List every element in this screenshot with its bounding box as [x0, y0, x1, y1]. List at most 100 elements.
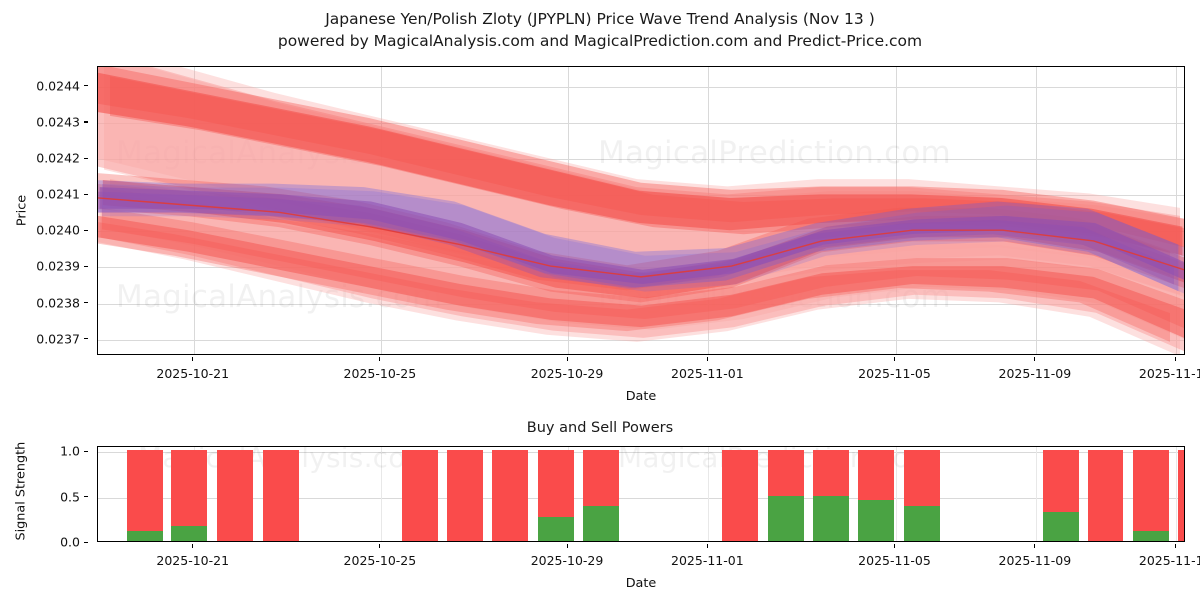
price-y-tick: 0.0237 — [36, 331, 80, 347]
signal-x-tick: 2025-10-25 — [343, 553, 417, 568]
signal-x-tickmark — [379, 544, 381, 548]
price-band-lower-red-band — [98, 215, 1184, 338]
signal-bar[interactable] — [582, 450, 619, 541]
signal-y-tickmark — [84, 496, 88, 498]
price-y-axis-label: Price — [14, 194, 30, 227]
signal-bar[interactable] — [767, 450, 804, 541]
signal-x-tickmark — [1174, 544, 1176, 548]
signal-bar[interactable] — [857, 450, 894, 541]
signal-x-tick: 2025-11-09 — [998, 553, 1072, 568]
gridline-horizontal — [98, 497, 1184, 499]
signal-y-tickmark — [84, 450, 88, 453]
price-x-tickmark — [1034, 357, 1036, 361]
price-x-tick: 2025-11-01 — [671, 366, 744, 381]
price-x-axis-label: Date — [625, 389, 657, 404]
gridline-vertical — [1176, 67, 1178, 354]
buy-power-segment — [582, 505, 619, 541]
signal-bar[interactable] — [446, 450, 483, 541]
price-band-mid-red-band-b — [98, 173, 1170, 291]
sell-power-segment — [1042, 450, 1079, 513]
buy-power-segment — [126, 531, 163, 541]
signal-x-tick: 2025-11-13 — [1138, 553, 1200, 568]
signal-bar[interactable] — [171, 450, 208, 541]
price-x-tick: 2025-10-25 — [343, 366, 417, 381]
signal-bar[interactable] — [538, 450, 574, 541]
signal-bar[interactable] — [126, 450, 163, 541]
price-y-tick: 0.0243 — [36, 114, 80, 130]
buy-power-segment — [857, 500, 894, 541]
gridline-horizontal — [98, 339, 1184, 341]
price-x-tick: 2025-11-09 — [998, 366, 1072, 381]
signal-bar[interactable] — [813, 450, 850, 541]
chart-title-block: Japanese Yen/Polish Zloty (JPYPLN) Price… — [0, 8, 1200, 52]
price-y-tickmark — [84, 338, 88, 340]
signal-panel-title: Buy and Sell Powers — [526, 420, 674, 436]
price-y-tickmark — [84, 193, 88, 195]
price-y-tickmark — [84, 85, 88, 87]
signal-y-axis-label: Signal Strength — [13, 441, 29, 541]
buy-power-segment — [767, 495, 804, 541]
price-y-tick: 0.0239 — [36, 258, 80, 274]
signal-x-tick: 2025-11-05 — [858, 553, 931, 568]
price-chart-plot-area: MagicalAnalysis.com MagicalPrediction.co… — [97, 66, 1185, 355]
gridline-horizontal — [98, 159, 1184, 161]
price-band-mid-red-band-a — [98, 72, 1183, 256]
buy-power-segment — [171, 525, 208, 541]
signal-bar[interactable] — [1177, 450, 1184, 541]
signal-chart-plot-area: MagicalAnalysis.com MagicalPrediction.co… — [97, 446, 1185, 542]
signal-bar[interactable] — [492, 450, 529, 541]
gridline-vertical — [1176, 447, 1178, 541]
price-x-tickmark — [192, 357, 194, 361]
sell-power-segment — [446, 450, 483, 541]
price-y-tickmark — [84, 302, 88, 304]
sell-power-segment — [857, 450, 894, 501]
price-x-tickmark — [894, 357, 896, 361]
price-y-tickmark — [84, 229, 88, 231]
signal-bar[interactable] — [217, 450, 254, 541]
buy-power-segment — [538, 516, 574, 541]
price-band-purple-core-band — [98, 191, 1174, 289]
sell-power-segment — [813, 450, 850, 496]
price-x-tick: 2025-11-13 — [1138, 366, 1200, 381]
signal-bar[interactable] — [1087, 450, 1124, 541]
price-x-tickmark — [379, 357, 381, 361]
signal-bar[interactable] — [1133, 450, 1170, 541]
price-y-tickmark — [84, 157, 88, 159]
price-x-tickmark — [706, 357, 708, 361]
signal-bar[interactable] — [1042, 450, 1079, 541]
price-x-tickmark — [566, 357, 568, 361]
signal-bar[interactable] — [903, 450, 940, 541]
signal-bar[interactable] — [721, 450, 758, 541]
signal-y-tick: 0.0 — [60, 534, 80, 550]
signal-y-tickmark — [84, 541, 88, 543]
page-subtitle: powered by MagicalAnalysis.com and Magic… — [277, 32, 923, 50]
price-wave-bands — [98, 67, 1184, 354]
price-band-lower-red-band — [102, 207, 1184, 329]
signal-x-tick: 2025-10-29 — [530, 553, 604, 568]
signal-bar[interactable] — [262, 450, 299, 541]
price-y-tick-labels: 0.0237 0.0238 0.0239 0.0240 0.0241 0.0242 0.02… — [0, 66, 92, 355]
signal-x-tickmark — [894, 544, 896, 548]
sell-power-segment — [126, 450, 163, 532]
gridline-vertical — [380, 447, 382, 541]
buy-power-segment — [1133, 531, 1170, 541]
gridline-vertical — [895, 447, 897, 541]
price-y-tickmark — [84, 265, 88, 268]
price-band-mid-red-band-a — [98, 67, 1184, 248]
sell-power-segment — [402, 450, 438, 541]
buy-power-segment — [903, 505, 940, 541]
signal-x-tickmark — [566, 544, 568, 548]
signal-bar[interactable] — [402, 450, 438, 541]
sell-power-segment — [492, 450, 529, 541]
signal-x-tickmark — [192, 544, 194, 548]
buy-power-segment — [1042, 512, 1079, 541]
sell-power-segment — [1087, 450, 1124, 541]
sell-power-segment — [262, 450, 299, 541]
gridline-vertical — [708, 447, 710, 541]
signal-x-tickmark — [1034, 544, 1036, 548]
sell-power-segment — [767, 450, 804, 496]
gridline-horizontal — [98, 122, 1184, 124]
signal-x-axis-label: Date — [625, 576, 657, 591]
sell-power-segment — [171, 450, 208, 526]
